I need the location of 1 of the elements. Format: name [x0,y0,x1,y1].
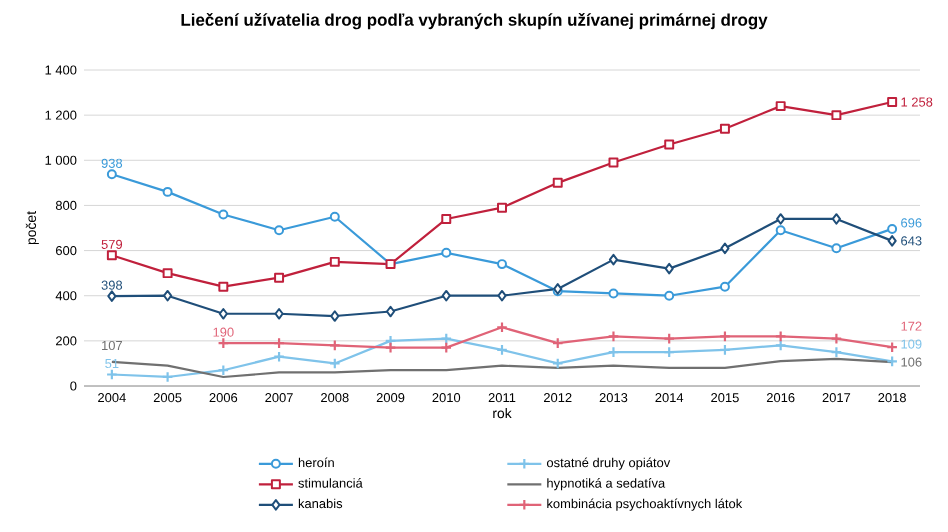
chart-title: Liečení užívatelia drog podľa vybraných skupín užívanej primárnej drogy [181,13,768,30]
